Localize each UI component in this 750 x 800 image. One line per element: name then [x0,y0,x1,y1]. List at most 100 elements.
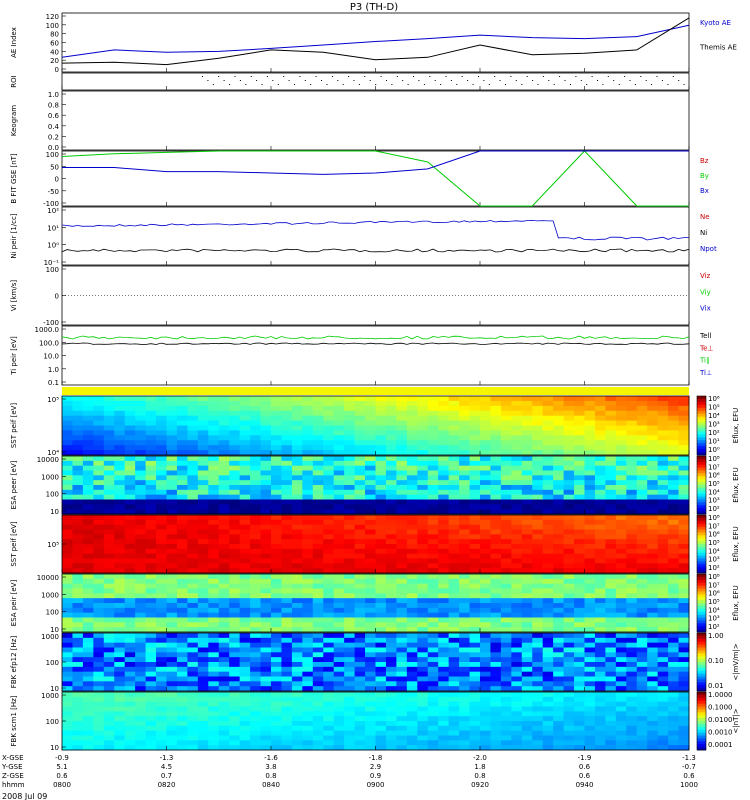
heatmap-cell [511,534,523,540]
heatmap-cell [459,529,471,535]
heatmap-cell [229,735,241,741]
heatmap-cell [156,627,167,633]
heatmap-cell [312,410,324,417]
heatmap-cell [563,440,575,446]
heatmap-cell [187,405,199,412]
heatmap-cell [563,425,575,431]
heatmap-cell [197,475,209,481]
heatmap-cell [312,706,324,712]
heatmap-cell [521,558,533,564]
heatmap-cell [647,603,659,609]
heatmap-cell [208,725,220,732]
heatmap-cell [302,622,314,628]
heatmap-cell [500,657,512,663]
heatmap-cell [145,485,157,491]
colorbar-tick-label: 1.00 [708,632,724,640]
heatmap-cell [574,480,585,486]
heatmap-cell [187,617,199,623]
heatmap-cell [396,725,408,732]
heatmap-cell [208,721,220,727]
heatmap-cell [469,730,481,736]
heatmap-cell [605,445,617,451]
y-tick-label: 0.8 [48,102,59,110]
heatmap-cell [260,642,272,648]
y-tick-label: 10 [50,744,59,752]
heatmap-cell [417,657,429,663]
heatmap-cell [615,574,627,580]
heatmap-cell [218,622,230,628]
heatmap-cell [156,544,167,550]
heatmap-cell [427,485,439,491]
heatmap-cell [103,657,115,663]
heatmap-cell [145,681,157,687]
heatmap-cell [668,400,680,407]
heatmap-cell [594,509,606,515]
heatmap-cell [156,662,167,668]
heatmap-cell [333,574,345,580]
heatmap-cell [385,603,397,609]
heatmap-cell [647,627,659,633]
heatmap-cell [438,524,450,530]
heatmap-cell [678,627,690,633]
heatmap-cell [594,568,606,574]
heatmap-cell [82,465,94,471]
heatmap-cell [532,529,544,535]
heatmap-cell [156,666,167,673]
heatmap-cell [427,539,439,545]
heatmap-cell [114,692,126,698]
heatmap-cell [438,574,450,580]
heatmap-cell [469,716,481,722]
heatmap-cell [271,681,282,687]
colorbar-segment [697,490,706,495]
heatmap-cell [375,735,387,741]
heatmap-cell [417,489,429,496]
y-tick-label: -100 [43,200,59,208]
heatmap-cell [584,563,596,569]
heatmap-cell [438,548,450,555]
heatmap-cell [647,396,659,402]
heatmap-cell [459,647,471,653]
heatmap-cell [385,583,397,589]
heatmap-cell [344,539,356,545]
legend-label: Npot [700,245,717,253]
heatmap-cell [396,676,408,682]
heatmap-cell [469,415,481,422]
heatmap-cell [82,603,94,609]
heatmap-cell [480,475,491,481]
heatmap-cell [271,450,282,456]
heatmap-cell [584,475,596,481]
heatmap-cell [626,637,638,644]
heatmap-cell [594,607,606,614]
heatmap-cell [574,647,585,653]
heatmap-cell [176,652,188,658]
heatmap-cell [615,676,627,682]
heatmap-cell [427,666,439,673]
heatmap-cell [166,676,178,682]
legend-label: Bx [700,187,709,195]
heatmap-cell [166,519,178,526]
heatmap-cell [584,519,596,526]
heatmap-cell [542,415,554,422]
heatmap-cell [469,607,481,614]
heatmap-cell [584,430,596,436]
heatmap-cell [197,676,209,682]
heatmap-cell [500,504,512,510]
heatmap-cell [647,465,659,471]
heatmap-cell [438,558,450,564]
heatmap-cell [62,499,73,505]
heatmap-cell [490,515,502,521]
heatmap-cell [239,509,251,515]
heatmap-cell [365,647,376,653]
heatmap-cell [406,617,418,623]
heatmap-cell [82,692,94,698]
heatmap-cell [365,676,376,682]
heatmap-cell [438,420,450,426]
heatmap-cell [605,662,617,668]
heatmap-cell [605,396,617,402]
heatmap-cell [72,475,84,481]
heatmap-cell [427,519,439,526]
heatmap-cell [375,553,387,559]
heatmap-cell [218,607,230,614]
heatmap-cell [218,489,230,496]
heatmap-cell [521,603,533,609]
